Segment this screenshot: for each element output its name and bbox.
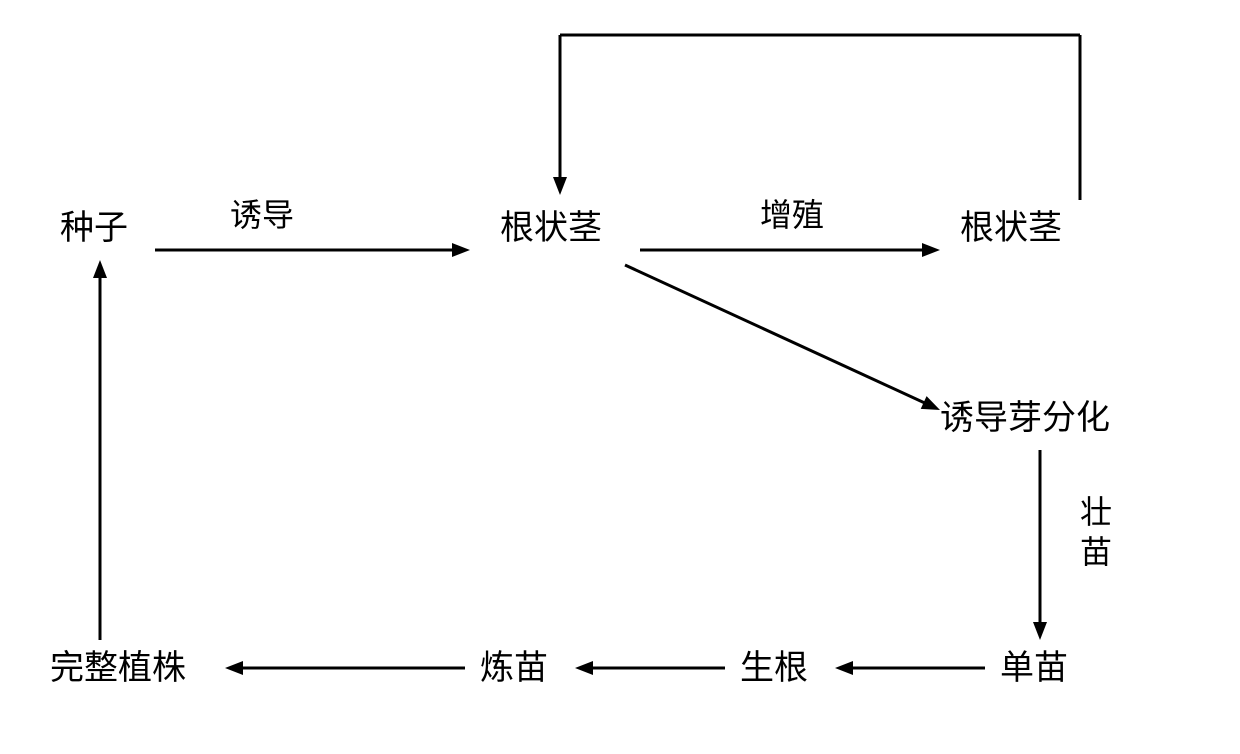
arrow-layer [0, 0, 1240, 754]
edge-label-strong-seedling: 壮苗 [1080, 495, 1112, 575]
node-whole-plant: 完整植株 [50, 650, 186, 687]
node-seed: 种子 [60, 210, 128, 247]
node-rhizome2: 根状茎 [960, 210, 1062, 247]
edge-label-proliferate: 增殖 [760, 198, 824, 233]
diagram-canvas: 种子 根状茎 根状茎 诱导芽分化 单苗 生根 炼苗 完整植株 诱导 增殖 壮苗 [0, 0, 1240, 754]
node-rhizome1: 根状茎 [500, 210, 602, 247]
node-hardening: 炼苗 [480, 650, 548, 687]
node-single-seedling: 单苗 [1000, 650, 1068, 687]
node-rooting: 生根 [740, 650, 808, 687]
node-bud-differentiation: 诱导芽分化 [940, 400, 1110, 437]
edge-label-induce: 诱导 [230, 198, 294, 233]
